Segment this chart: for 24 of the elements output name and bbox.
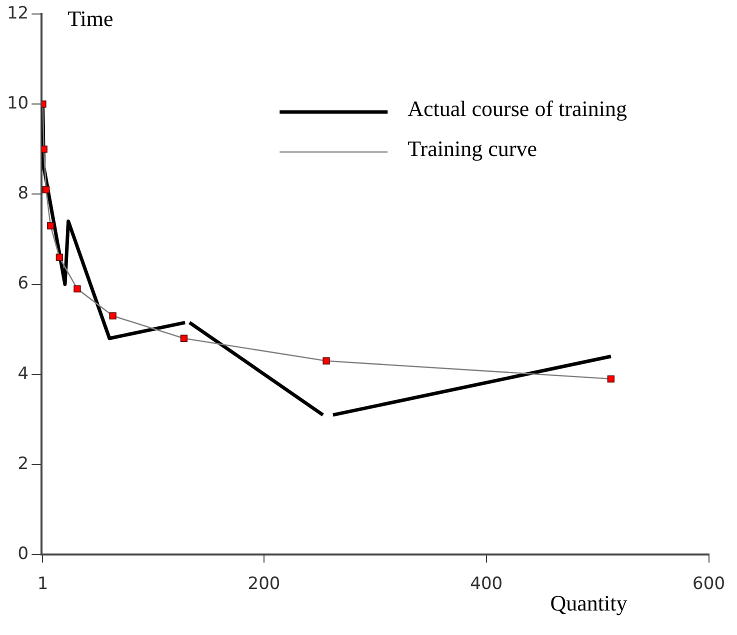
y-axis-title: Time <box>68 6 114 31</box>
point <box>56 254 64 261</box>
legend-label: Training curve <box>408 136 537 161</box>
legend-label: Actual course of training <box>408 96 627 121</box>
point <box>74 285 81 292</box>
x-tick-label: 400 <box>470 574 503 594</box>
x-tick-label: 1 <box>37 574 48 594</box>
point <box>42 146 48 153</box>
point <box>109 312 116 320</box>
x-axis-title: Quantity <box>550 590 628 616</box>
y-tick-label: 10 <box>6 94 29 114</box>
y-tick-label: 2 <box>18 454 29 474</box>
y-tick-label: 6 <box>18 274 29 294</box>
point <box>607 375 615 382</box>
x-tick-label: 200 <box>248 574 280 594</box>
y-tick-label: 12 <box>6 3 29 24</box>
y-tick-label: 4 <box>18 364 29 384</box>
point <box>46 222 54 230</box>
point <box>322 357 330 364</box>
point <box>42 186 50 194</box>
point <box>180 334 188 342</box>
y-tick-label: 0 <box>18 544 29 564</box>
x-tick-label: 600 <box>692 574 726 594</box>
y-tick-label: 8 <box>18 184 29 204</box>
